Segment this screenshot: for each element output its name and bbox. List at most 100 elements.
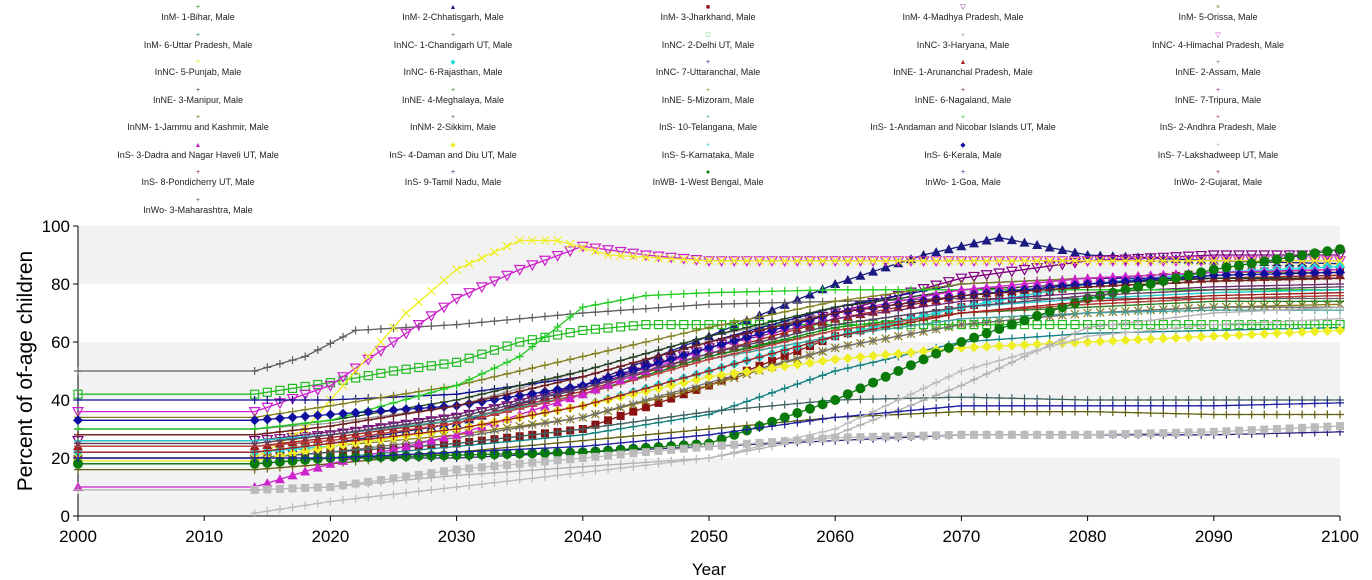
- series-marker: [982, 393, 991, 402]
- series-marker: [843, 318, 852, 327]
- series-marker: [831, 367, 840, 375]
- series-marker: [666, 320, 676, 330]
- series-marker: [667, 458, 676, 467]
- series-marker: [1323, 422, 1332, 431]
- series-marker: [995, 356, 1004, 365]
- series-marker: [856, 256, 865, 266]
- series-marker: [591, 380, 600, 389]
- series-marker: [388, 444, 399, 454]
- series-marker: [526, 260, 539, 272]
- series-marker: [591, 398, 600, 407]
- series-marker: [515, 467, 524, 476]
- series-marker: [679, 344, 688, 353]
- series-marker: [376, 476, 385, 485]
- series-marker: [528, 444, 537, 453]
- series-marker: [919, 396, 928, 405]
- series-marker: [716, 339, 727, 350]
- series-marker: [275, 359, 284, 368]
- series-marker: [868, 377, 879, 388]
- series-marker: [956, 256, 966, 266]
- series-marker: [704, 342, 714, 353]
- series-marker: [1247, 276, 1256, 285]
- series-marker: [339, 496, 348, 505]
- series-marker: [856, 361, 865, 370]
- series-marker: [1133, 270, 1144, 280]
- series-marker: [843, 341, 852, 350]
- series-marker: [742, 329, 751, 338]
- series-marker: [856, 339, 865, 348]
- series-marker: [1070, 401, 1079, 410]
- series-marker: [566, 455, 575, 464]
- series-marker: [755, 326, 764, 335]
- series-marker: [1322, 325, 1333, 336]
- legend-item: + InNM- 2-Sikkim, Male: [328, 114, 578, 134]
- series-marker: [616, 343, 625, 352]
- series-marker: [604, 307, 613, 316]
- series-marker: [1260, 400, 1269, 409]
- series-marker: [931, 348, 942, 359]
- series-marker: [968, 271, 981, 283]
- series-marker: [629, 437, 638, 446]
- x-tick-label: 2090: [1195, 527, 1233, 546]
- series-marker: [1095, 336, 1106, 347]
- series-marker: [1184, 311, 1193, 320]
- series-marker: [1310, 410, 1319, 419]
- series-marker: [1222, 285, 1231, 294]
- series-marker: [805, 375, 814, 384]
- series-marker: [792, 359, 803, 370]
- series-marker: [944, 256, 954, 266]
- series-marker: [514, 448, 525, 459]
- series-marker: [1260, 318, 1269, 327]
- series-marker: [604, 377, 613, 386]
- series-marker: [1146, 316, 1155, 325]
- legend-marker: +: [705, 141, 711, 149]
- series-marker: [1057, 320, 1067, 330]
- series-marker: [427, 322, 436, 331]
- series-marker: [995, 313, 1004, 322]
- series-marker: [805, 435, 814, 444]
- series-marker: [767, 416, 778, 427]
- series-marker: [1159, 307, 1168, 316]
- series-marker: [577, 389, 588, 399]
- series-marker: [1108, 256, 1118, 266]
- series-marker: [667, 360, 676, 369]
- series-marker: [414, 470, 423, 479]
- legend-label: InNC- 2-Delhi UT, Male: [661, 39, 755, 50]
- legend-marker: +: [705, 59, 711, 66]
- series-marker: [1070, 335, 1079, 344]
- series-marker: [540, 419, 549, 428]
- series-marker: [742, 340, 751, 349]
- series-marker: [818, 256, 828, 266]
- series-marker: [831, 343, 840, 352]
- legend-marker: +: [195, 86, 201, 94]
- series-marker: [1019, 279, 1030, 288]
- series-marker: [1108, 430, 1117, 439]
- series-marker: [1045, 342, 1054, 351]
- legend-marker: +: [960, 86, 966, 94]
- series-marker: [439, 403, 448, 412]
- series-marker: [528, 411, 537, 420]
- series-marker: [982, 289, 991, 298]
- series-marker: [1006, 235, 1017, 245]
- series-marker: [439, 440, 448, 449]
- series-marker: [248, 407, 261, 418]
- series-marker: [1171, 313, 1180, 322]
- legend-item: × InM- 5-Orissa, Male: [1093, 4, 1343, 24]
- series-marker: [692, 370, 701, 379]
- series-marker: [324, 380, 337, 392]
- series-marker: [1208, 264, 1219, 275]
- legend-item: ● InWB- 1-West Bengal, Male: [583, 169, 833, 189]
- series-marker: [1323, 303, 1332, 312]
- series-marker: [1197, 310, 1206, 319]
- series-marker: [717, 429, 726, 438]
- legend-label: InM- 4-Madhya Pradesh, Male: [902, 12, 1024, 22]
- series-marker: [944, 293, 953, 302]
- series-marker: [564, 246, 577, 258]
- series-marker: [641, 252, 651, 262]
- series-marker: [1171, 324, 1180, 333]
- series-marker: [326, 454, 335, 462]
- series-marker: [616, 296, 625, 305]
- series-marker: [944, 402, 953, 411]
- series-marker: [943, 342, 954, 353]
- series-marker: [1033, 401, 1042, 410]
